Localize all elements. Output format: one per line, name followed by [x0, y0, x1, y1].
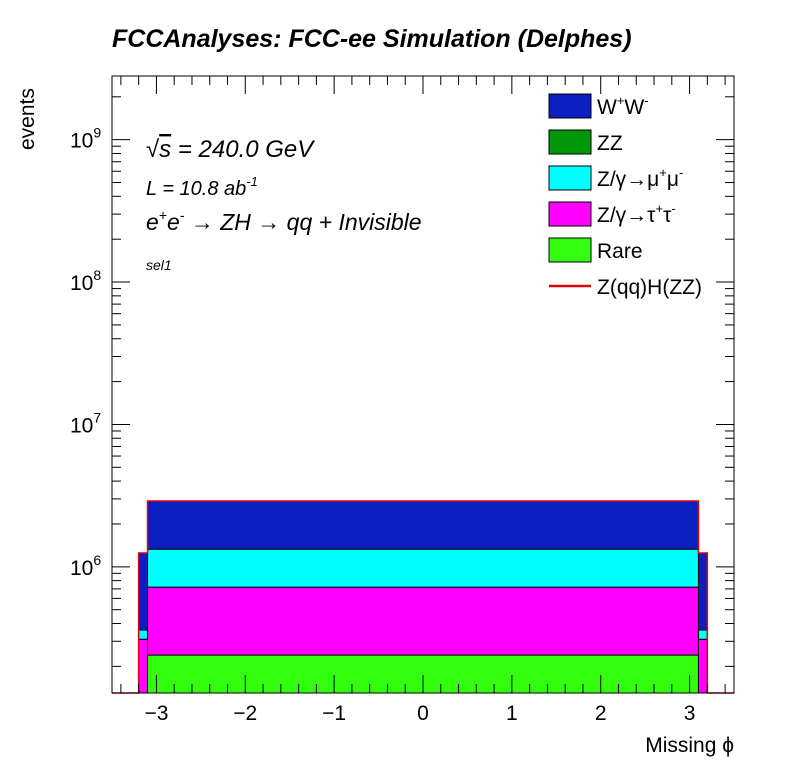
- x-tick-label: 2: [595, 702, 607, 725]
- y-tick-label: 106: [70, 552, 101, 580]
- bar-2-3: [147, 548, 699, 588]
- x-tick-label: 1: [506, 702, 518, 725]
- bar-1-2: [138, 638, 149, 694]
- x-tick-label: −3: [144, 702, 168, 725]
- selection-annotation: sel1: [146, 257, 172, 273]
- x-tick-label: 0: [417, 702, 429, 725]
- legend-swatch: [548, 93, 592, 119]
- x-axis-label: Missing ϕ: [645, 734, 734, 757]
- signal-line: [112, 500, 734, 694]
- legend-swatch: [548, 237, 592, 263]
- histogram-bars: [138, 500, 708, 694]
- bar-2-4: [147, 500, 699, 550]
- y-tick-label: 108: [70, 267, 101, 295]
- bar-1-3: [138, 629, 149, 640]
- signal-step-line: [112, 500, 734, 694]
- legend-swatch: [548, 129, 592, 155]
- legend-swatch: [548, 165, 592, 191]
- y-tick-label: 109: [70, 125, 101, 153]
- legend-label: Z/γ→τ+τ-: [597, 201, 676, 227]
- bar-3-3: [697, 629, 708, 640]
- bar-3-4: [697, 552, 708, 631]
- legend: W+W- ZZ Z/γ→μ+μ- Z/γ→τ+τ- Rare Z(qq)H(ZZ): [548, 93, 702, 299]
- legend-label: W+W-: [597, 93, 649, 119]
- legend-label: ZZ: [597, 132, 623, 155]
- legend-swatch: [548, 201, 592, 227]
- y-axis-ticks: 106 107 108 109: [70, 96, 734, 667]
- sqrt-s-annotation: √s = 240.0 GeV: [146, 136, 315, 163]
- x-tick-label: −1: [322, 702, 346, 725]
- annotations: √s = 240.0 GeV L = 10.8 ab-1 e+e- → ZH →…: [146, 136, 422, 273]
- bar-2-2: [147, 586, 699, 656]
- x-tick-label: −2: [233, 702, 257, 725]
- x-tick-label: 3: [684, 702, 696, 725]
- bar-1-4: [138, 552, 149, 631]
- legend-label: Rare: [597, 240, 643, 263]
- process-annotation: e+e- → ZH → qq + Invisible: [146, 207, 422, 235]
- y-axis-label: events: [16, 88, 39, 150]
- y-tick-label: 107: [70, 409, 101, 437]
- bar-3-2: [697, 638, 708, 694]
- x-axis-ticks: −3 −2 −1 0 1 2 3: [120, 76, 726, 725]
- legend-label: Z/γ→μ+μ-: [597, 165, 683, 191]
- chart-title: FCCAnalyses: FCC-ee Simulation (Delphes): [112, 25, 632, 53]
- legend-label: Z(qq)H(ZZ): [597, 276, 702, 299]
- luminosity-annotation: L = 10.8 ab-1: [146, 174, 258, 200]
